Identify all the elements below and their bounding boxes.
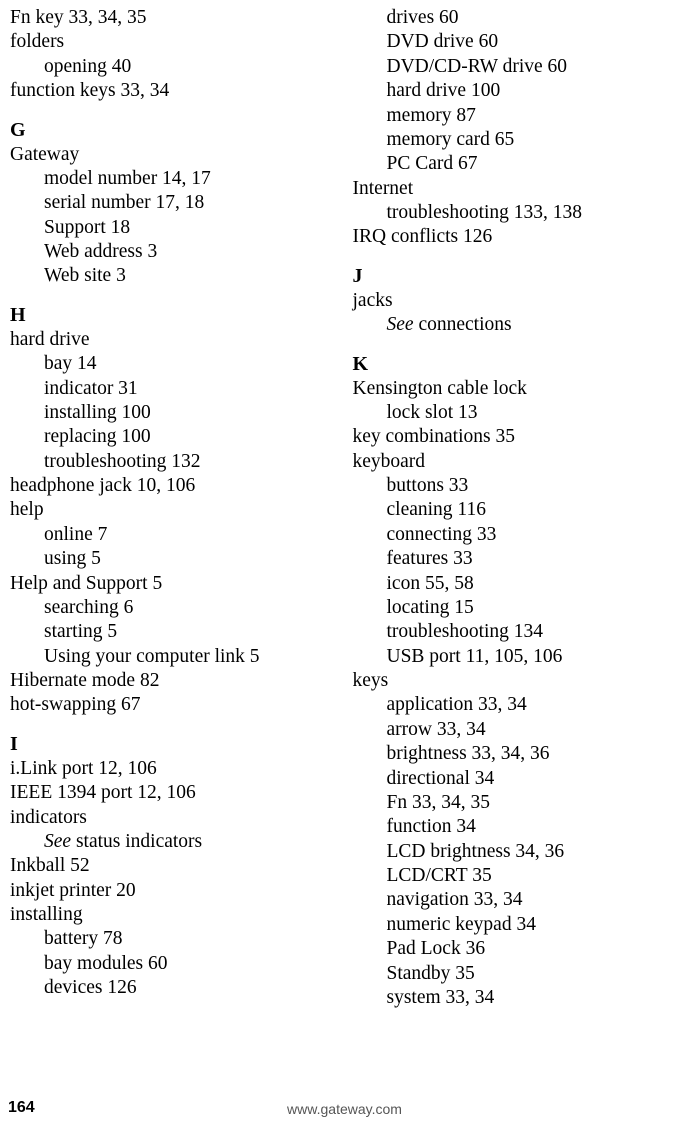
index-entry: keys [353, 669, 680, 693]
section-letter: J [353, 264, 680, 289]
footer-url: www.gateway.com [0, 1101, 689, 1117]
index-entry: headphone jack 10, 106 [10, 474, 337, 498]
index-entry: key combinations 35 [353, 425, 680, 449]
index-entry: inkjet printer 20 [10, 879, 337, 903]
index-entry: lock slot 13 [353, 401, 680, 425]
index-entry: opening 40 [10, 55, 337, 79]
index-entry: locating 15 [353, 596, 680, 620]
index-entry: IRQ conflicts 126 [353, 225, 680, 249]
index-entry: replacing 100 [10, 425, 337, 449]
index-entry: devices 126 [10, 976, 337, 1000]
index-entry: Fn key 33, 34, 35 [10, 6, 337, 30]
index-entry: buttons 33 [353, 474, 680, 498]
index-entry: serial number 17, 18 [10, 191, 337, 215]
index-entry: Gateway [10, 143, 337, 167]
index-entry: Pad Lock 36 [353, 937, 680, 961]
index-entry: memory card 65 [353, 128, 680, 152]
index-entry: troubleshooting 133, 138 [353, 201, 680, 225]
index-entry: USB port 11, 105, 106 [353, 645, 680, 669]
index-entry: bay modules 60 [10, 952, 337, 976]
index-entry: See connections [353, 313, 680, 337]
index-entry: Fn 33, 34, 35 [353, 791, 680, 815]
index-entry: Help and Support 5 [10, 572, 337, 596]
index-entry: installing 100 [10, 401, 337, 425]
index-entry: drives 60 [353, 6, 680, 30]
index-entry: indicators [10, 806, 337, 830]
index-entry: i.Link port 12, 106 [10, 757, 337, 781]
index-entry: LCD brightness 34, 36 [353, 840, 680, 864]
index-entry: DVD/CD-RW drive 60 [353, 55, 680, 79]
index-entry: online 7 [10, 523, 337, 547]
index-entry: battery 78 [10, 927, 337, 951]
index-entry: DVD drive 60 [353, 30, 680, 54]
index-entry: application 33, 34 [353, 693, 680, 717]
index-entry: memory 87 [353, 104, 680, 128]
index-entry: brightness 33, 34, 36 [353, 742, 680, 766]
index-entry: using 5 [10, 547, 337, 571]
index-entry: Standby 35 [353, 962, 680, 986]
index-entry: Support 18 [10, 216, 337, 240]
index-entry: Using your computer link 5 [10, 645, 337, 669]
index-entry: searching 6 [10, 596, 337, 620]
index-entry: arrow 33, 34 [353, 718, 680, 742]
index-entry: See status indicators [10, 830, 337, 854]
index-entry: jacks [353, 289, 680, 313]
index-page: Fn key 33, 34, 35foldersopening 40functi… [0, 0, 689, 1010]
index-entry: LCD/CRT 35 [353, 864, 680, 888]
index-entry: help [10, 498, 337, 522]
index-entry: installing [10, 903, 337, 927]
index-entry: Internet [353, 177, 680, 201]
index-entry: navigation 33, 34 [353, 888, 680, 912]
right-column: drives 60DVD drive 60DVD/CD-RW drive 60h… [343, 6, 680, 1010]
index-entry: troubleshooting 132 [10, 450, 337, 474]
index-entry: hard drive 100 [353, 79, 680, 103]
index-entry: keyboard [353, 450, 680, 474]
section-letter: K [353, 352, 680, 377]
index-entry: Inkball 52 [10, 854, 337, 878]
index-entry: IEEE 1394 port 12, 106 [10, 781, 337, 805]
index-entry: function 34 [353, 815, 680, 839]
index-entry: hard drive [10, 328, 337, 352]
index-entry: directional 34 [353, 767, 680, 791]
section-letter: H [10, 303, 337, 328]
index-entry: bay 14 [10, 352, 337, 376]
index-entry: system 33, 34 [353, 986, 680, 1010]
index-entry: Kensington cable lock [353, 377, 680, 401]
index-entry: Web site 3 [10, 264, 337, 288]
index-entry: starting 5 [10, 620, 337, 644]
index-entry: hot-swapping 67 [10, 693, 337, 717]
section-letter: G [10, 118, 337, 143]
index-entry: features 33 [353, 547, 680, 571]
index-entry: function keys 33, 34 [10, 79, 337, 103]
index-entry: indicator 31 [10, 377, 337, 401]
index-entry: numeric keypad 34 [353, 913, 680, 937]
page-footer: 164 www.gateway.com [0, 1093, 689, 1117]
left-column: Fn key 33, 34, 35foldersopening 40functi… [10, 6, 343, 1010]
index-entry: PC Card 67 [353, 152, 680, 176]
index-entry: Web address 3 [10, 240, 337, 264]
index-entry: model number 14, 17 [10, 167, 337, 191]
index-entry: Hibernate mode 82 [10, 669, 337, 693]
index-entry: troubleshooting 134 [353, 620, 680, 644]
index-entry: connecting 33 [353, 523, 680, 547]
index-entry: icon 55, 58 [353, 572, 680, 596]
index-entry: folders [10, 30, 337, 54]
section-letter: I [10, 732, 337, 757]
index-entry: cleaning 116 [353, 498, 680, 522]
